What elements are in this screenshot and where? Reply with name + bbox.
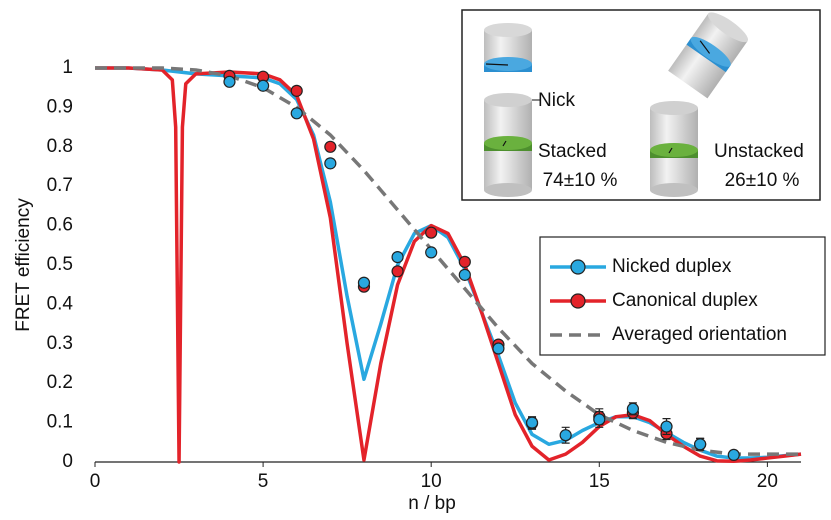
legend-marker — [570, 293, 586, 309]
inset-label: 74±10 % — [543, 170, 618, 191]
x-tick-label: 5 — [258, 471, 269, 492]
y-tick-label: 0.7 — [47, 175, 73, 196]
marker — [525, 416, 539, 429]
inset-label: Unstacked — [714, 141, 804, 162]
marker — [324, 157, 337, 170]
y-tick-label: 0.1 — [47, 412, 73, 433]
marker — [694, 438, 707, 451]
legend: Nicked duplex Canonical duplex Averaged or… — [539, 236, 826, 356]
marker — [559, 429, 572, 442]
marker — [290, 107, 303, 120]
legend-label: Nicked duplex — [612, 256, 732, 277]
marker — [458, 255, 471, 268]
x-tick-label: 20 — [757, 471, 778, 492]
y-tick-label: 0 — [62, 451, 73, 472]
marker — [425, 246, 438, 259]
y-tick-label: 0.4 — [47, 293, 74, 314]
line — [95, 66, 801, 456]
x-axis-label: n / bp — [408, 493, 456, 514]
marker — [290, 84, 303, 97]
y-tick-label: 0.3 — [47, 333, 73, 354]
marker — [593, 413, 606, 426]
y-tick-label: 0.5 — [47, 254, 73, 275]
marker — [324, 140, 337, 153]
legend-label: Averaged orientation — [612, 324, 787, 345]
legend-marker — [570, 259, 586, 275]
x-tick-label: 10 — [421, 471, 442, 492]
marker — [626, 402, 640, 415]
inset-label: Nick — [538, 90, 575, 111]
marker — [357, 276, 371, 289]
marker — [223, 75, 236, 88]
marker — [391, 251, 404, 264]
y-tick-label: 0.2 — [47, 372, 73, 393]
marker — [458, 268, 471, 281]
marker — [727, 448, 740, 462]
legend-label: Canonical duplex — [612, 290, 758, 311]
marker — [425, 226, 438, 239]
y-tick-label: 0.6 — [47, 215, 73, 236]
y-tick-label: 0.9 — [47, 96, 73, 117]
y-tick-label: 1 — [62, 57, 73, 78]
marker — [660, 420, 673, 433]
inset-label: Stacked — [538, 141, 607, 162]
y-axis-label: FRET efficiency — [13, 198, 34, 332]
x-tick-label: 0 — [90, 471, 101, 492]
marker — [256, 79, 270, 92]
y-tick-label: 0.8 — [47, 136, 73, 157]
inset-label: 26±10 % — [725, 170, 800, 191]
x-tick-label: 15 — [589, 471, 610, 492]
inset: Nick Stacked 74±10 % Unstacked 26±10 % — [461, 9, 821, 201]
marker — [391, 265, 404, 278]
marker — [492, 342, 505, 355]
plot-area: 0 5 10 15 20 0 0.1 0.2 0.3 0.4 0.5 0.6 0.7 0.8 0.9 1 — [47, 57, 802, 492]
